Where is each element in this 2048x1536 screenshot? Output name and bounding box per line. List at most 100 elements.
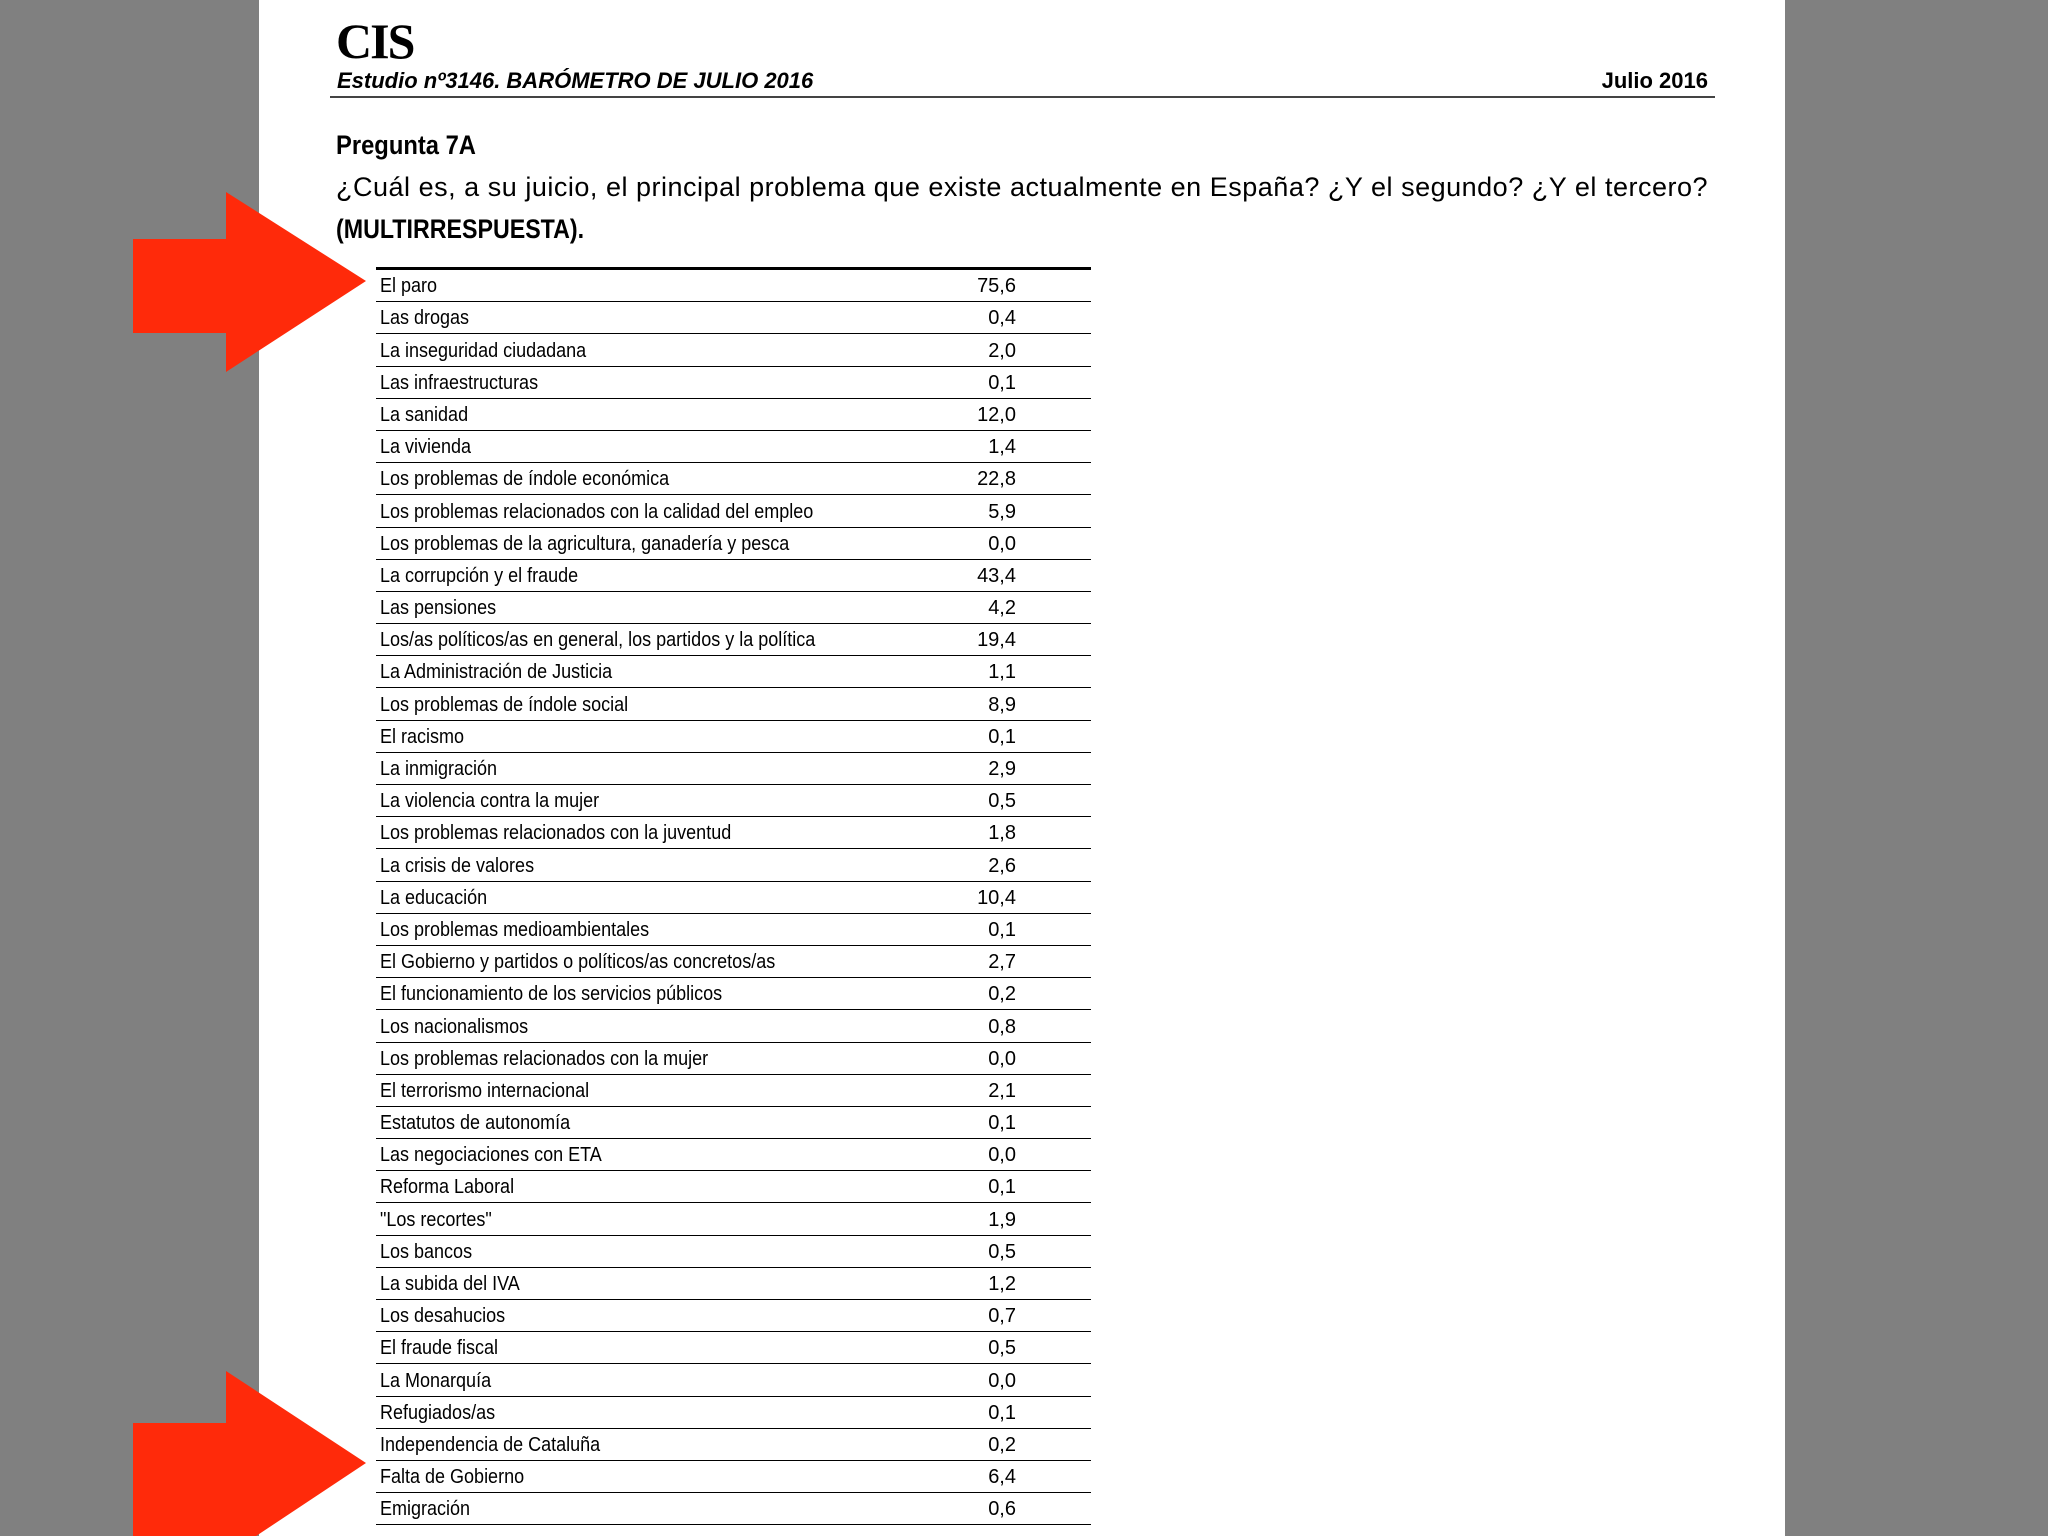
row-value: 22,8 xyxy=(977,468,1016,491)
table-row: La inmigración 2,9 xyxy=(376,753,1091,785)
table-row: Los/as políticos/as en general, los part… xyxy=(376,624,1091,657)
row-value: 75,6 xyxy=(977,275,1016,298)
row-value: 0,8 xyxy=(988,1015,1016,1038)
row-label: Los desahucios xyxy=(380,1305,506,1328)
row-label: Las drogas xyxy=(380,307,470,330)
table-row: La educación 10,4 xyxy=(376,882,1091,914)
row-value: 0,0 xyxy=(988,532,1016,555)
table-row: Los problemas relacionados con la juvent… xyxy=(376,817,1091,850)
table-row: La Monarquía 0,0 xyxy=(376,1364,1091,1397)
row-value: 12,0 xyxy=(977,403,1016,426)
row-label: Los problemas relacionados con la mujer xyxy=(380,1047,709,1070)
table-row: La sanidad 12,0 xyxy=(376,399,1091,431)
row-label: Los problemas de índole social xyxy=(380,693,629,716)
row-value: 0,2 xyxy=(988,983,1016,1006)
row-label: "Los recortes" xyxy=(380,1208,492,1231)
study-title: Estudio nº3146. BARÓMETRO DE JULIO 2016 xyxy=(337,68,814,93)
row-label: Los bancos xyxy=(380,1240,473,1263)
table-row: La corrupción y el fraude 43,4 xyxy=(376,560,1091,592)
row-label: La Monarquía xyxy=(380,1369,492,1392)
question-label: Pregunta 7A xyxy=(336,130,476,160)
table-row: Las drogas 0,4 xyxy=(376,302,1091,335)
table-row: El funcionamiento de los servicios públi… xyxy=(376,978,1091,1011)
row-label: Refugiados/as xyxy=(380,1401,496,1424)
table-row: El paro 75,6 xyxy=(376,267,1091,303)
table-row: La crisis de valores 2,6 xyxy=(376,849,1091,882)
table-row: Independencia de Cataluña 0,2 xyxy=(376,1429,1091,1461)
table-row: La subida del IVA 1,2 xyxy=(376,1268,1091,1300)
row-label: La inmigración xyxy=(380,758,498,780)
table-row: El racismo 0,1 xyxy=(376,721,1091,753)
row-label: La Administración de Justicia xyxy=(380,661,613,684)
row-value: 2,7 xyxy=(988,951,1016,974)
table-row: Las infraestructuras 0,1 xyxy=(376,367,1091,399)
arrow xyxy=(133,192,366,372)
table-row: Refugiados/as 0,1 xyxy=(376,1397,1091,1429)
table-row: Los desahucios 0,7 xyxy=(376,1300,1091,1333)
table-row: Los problemas de índole económica 22,8 xyxy=(376,463,1091,496)
row-label: El racismo xyxy=(380,725,465,748)
table-row: La inseguridad ciudadana 2,0 xyxy=(376,334,1091,367)
row-value: 1,2 xyxy=(988,1273,1016,1295)
row-value: 0,1 xyxy=(988,1112,1016,1135)
table-row: Los problemas de índole social 8,9 xyxy=(376,688,1091,721)
table-row: Las pensiones 4,2 xyxy=(376,592,1091,625)
row-label: La educación xyxy=(380,886,488,909)
row-value: 1,9 xyxy=(988,1208,1016,1231)
row-label: El terrorismo internacional xyxy=(380,1079,590,1102)
table-row: Reforma Laboral 0,1 xyxy=(376,1171,1091,1204)
row-value: 0,1 xyxy=(988,725,1016,748)
row-label: Emigración xyxy=(380,1498,471,1521)
row-value: 0,7 xyxy=(988,1305,1016,1328)
row-value: 19,4 xyxy=(977,629,1016,652)
row-label: Las negociaciones con ETA xyxy=(380,1144,602,1167)
row-value: 0,5 xyxy=(988,790,1016,813)
results-table: El paro 75,6 Las drogas 0,4 La inseguridad c… xyxy=(376,267,1091,1526)
row-label: Independencia de Cataluña xyxy=(380,1433,601,1456)
table-row: La violencia contra la mujer 0,5 xyxy=(376,785,1091,818)
row-value: 0,1 xyxy=(988,1176,1016,1199)
row-value: 0,5 xyxy=(988,1337,1016,1360)
table-row: La vivienda 1,4 xyxy=(376,431,1091,464)
header-rule xyxy=(330,96,1715,98)
row-value: 0,6 xyxy=(988,1498,1016,1521)
table-row: Los nacionalismos 0,8 xyxy=(376,1010,1091,1043)
row-label: Reforma Laboral xyxy=(380,1176,515,1199)
row-label: Los problemas medioambientales xyxy=(380,918,650,941)
row-value: 2,0 xyxy=(988,339,1016,362)
row-value: 0,4 xyxy=(988,307,1016,330)
table-row: Emigración 0,6 xyxy=(376,1493,1091,1526)
row-label: Falta de Gobierno xyxy=(380,1466,525,1489)
row-label: La subida del IVA xyxy=(380,1273,520,1295)
table-row: Las negociaciones con ETA 0,0 xyxy=(376,1139,1091,1172)
row-value: 0,2 xyxy=(988,1433,1016,1456)
row-label: El fraude fiscal xyxy=(380,1337,499,1360)
document-page: CIS Estudio nº3146. BARÓMETRO DE JULIO 2… xyxy=(259,0,1785,1536)
table-row: La Administración de Justicia 1,1 xyxy=(376,656,1091,689)
row-label: Los/as políticos/as en general, los part… xyxy=(380,629,816,652)
table-row: Los bancos 0,5 xyxy=(376,1236,1091,1268)
row-value: 0,1 xyxy=(988,918,1016,941)
row-value: 10,4 xyxy=(977,886,1016,909)
row-value: 1,4 xyxy=(988,436,1016,459)
row-value: 8,9 xyxy=(988,693,1016,716)
row-label: La inseguridad ciudadana xyxy=(380,339,587,362)
row-value: 2,6 xyxy=(988,854,1016,877)
row-label: Los problemas de la agricultura, ganader… xyxy=(380,532,790,555)
row-value: 2,9 xyxy=(988,758,1016,780)
row-label: Las infraestructuras xyxy=(380,371,539,394)
row-label: Estatutos de autonomía xyxy=(380,1112,571,1135)
question-note: (MULTIRRESPUESTA). xyxy=(336,214,585,244)
table-row: Los problemas relacionados con la calida… xyxy=(376,495,1091,528)
row-label: El funcionamiento de los servicios públi… xyxy=(380,983,723,1006)
row-label: La violencia contra la mujer xyxy=(380,790,600,813)
row-value: 1,1 xyxy=(988,661,1016,684)
row-label: Los problemas relacionados con la juvent… xyxy=(380,822,732,845)
row-value: 0,0 xyxy=(988,1047,1016,1070)
row-value: 0,0 xyxy=(988,1144,1016,1167)
row-value: 6,4 xyxy=(988,1466,1016,1489)
row-value: 0,1 xyxy=(988,371,1016,394)
table-row: El fraude fiscal 0,5 xyxy=(376,1332,1091,1365)
